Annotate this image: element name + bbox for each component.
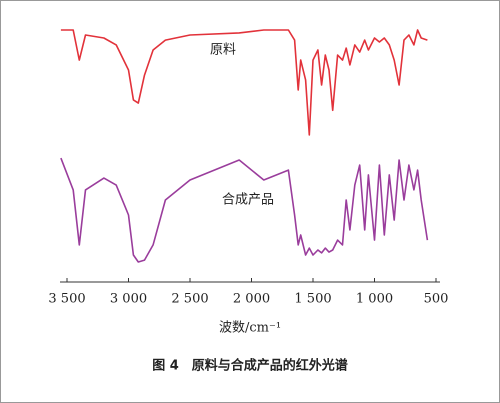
x-tick-label: 3 500: [48, 292, 85, 307]
series-label: 原料: [210, 43, 236, 58]
spectrum-line: [60, 29, 428, 136]
x-tick-label: 1 500: [294, 292, 331, 307]
x-tick-label: 1 000: [356, 292, 393, 307]
x-axis-label: 波数/cm⁻¹: [219, 321, 281, 336]
x-tick-label: 500: [424, 292, 449, 307]
x-tick-label: 2 000: [233, 292, 270, 307]
series-label: 合成产品: [222, 193, 274, 208]
caption: 图 4 原料与合成产品的红外光谱: [152, 358, 348, 374]
x-tick-label: 3 000: [110, 292, 147, 307]
spectrum-line: [60, 157, 429, 263]
x-tick-label: 2 500: [171, 292, 208, 307]
